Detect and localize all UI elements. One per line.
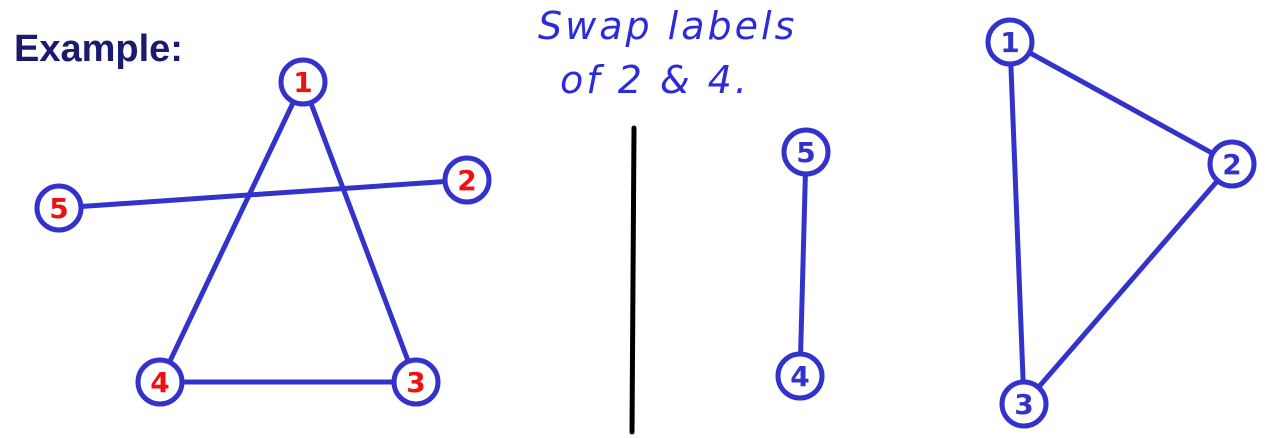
left-node-2: 2 bbox=[442, 155, 492, 205]
right-node-4: 4 bbox=[775, 351, 825, 401]
right-node-label: 1 bbox=[1000, 26, 1019, 59]
left-node-label: 4 bbox=[150, 366, 169, 399]
left-node-4: 4 bbox=[135, 357, 185, 407]
left-node-circle bbox=[135, 357, 185, 407]
right-edge-1-3 bbox=[1008, 61, 1026, 385]
left-edge-5-2 bbox=[78, 179, 448, 209]
left-node-label: 3 bbox=[406, 366, 425, 399]
left-graph-edges bbox=[78, 99, 448, 385]
right-node-circle bbox=[1207, 139, 1257, 189]
right-edge-2-3 bbox=[1035, 178, 1221, 390]
left-node-5: 5 bbox=[34, 183, 84, 233]
left-graph-nodes: 1 2 3 4 5 bbox=[34, 57, 492, 407]
right-node-2: 2 bbox=[1207, 139, 1257, 189]
right-node-label: 4 bbox=[790, 360, 809, 393]
right-graph-nodes: 1 2 3 4 5 bbox=[775, 17, 1257, 429]
right-node-circle bbox=[999, 379, 1049, 429]
swap-note-line2: of 2 & 4. bbox=[560, 58, 750, 102]
swap-note-line1: Swap labels bbox=[538, 4, 798, 48]
right-node-circle bbox=[985, 17, 1035, 67]
right-graph-edges bbox=[798, 50, 1221, 390]
right-node-1: 1 bbox=[985, 17, 1035, 67]
left-node-circle bbox=[34, 183, 84, 233]
left-node-circle bbox=[442, 155, 492, 205]
right-node-5: 5 bbox=[781, 127, 831, 177]
example-title: Example: bbox=[14, 28, 183, 70]
divider-line bbox=[629, 125, 637, 435]
left-node-circle bbox=[278, 57, 328, 107]
right-node-label: 3 bbox=[1014, 388, 1033, 421]
right-node-circle bbox=[775, 351, 825, 401]
left-node-circle bbox=[391, 357, 441, 407]
right-node-3: 3 bbox=[999, 379, 1049, 429]
left-edge-1-3 bbox=[308, 100, 411, 364]
right-node-label: 2 bbox=[1222, 148, 1241, 181]
left-edge-1-4 bbox=[166, 99, 297, 365]
left-node-1: 1 bbox=[278, 57, 328, 107]
right-edge-5-4 bbox=[798, 171, 808, 357]
left-node-label: 1 bbox=[293, 66, 312, 99]
right-node-circle bbox=[781, 127, 831, 177]
left-node-label: 5 bbox=[49, 192, 68, 225]
left-node-3: 3 bbox=[391, 357, 441, 407]
right-node-label: 5 bbox=[796, 136, 815, 169]
right-edge-1-2 bbox=[1026, 50, 1216, 156]
left-node-label: 2 bbox=[457, 164, 476, 197]
